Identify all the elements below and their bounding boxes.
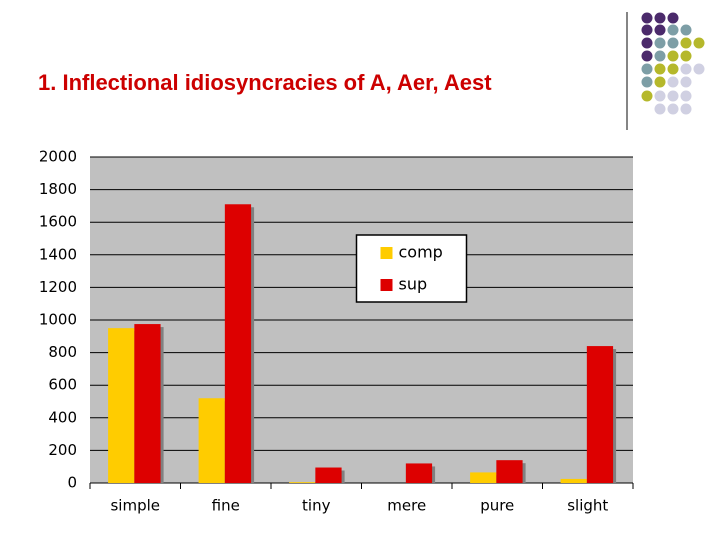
- y-tick-label: 1600: [39, 213, 77, 231]
- bar: [315, 467, 342, 483]
- bar: [405, 463, 433, 483]
- y-tick-label: 400: [48, 408, 77, 426]
- bar: [560, 478, 587, 483]
- bar: [586, 346, 614, 483]
- bar: [108, 328, 135, 483]
- bar: [224, 204, 252, 483]
- x-tick-label: fine: [212, 497, 240, 515]
- slide-title: 1. Inflectional idiosyncracies of A, Aer…: [38, 70, 492, 95]
- y-tick-label: 800: [48, 343, 77, 361]
- bar: [198, 398, 225, 483]
- y-tick-label: 1200: [39, 278, 77, 296]
- legend-label: comp: [399, 243, 443, 262]
- bar: [470, 472, 497, 483]
- legend-swatch: [380, 247, 393, 259]
- x-tick-label: simple: [110, 497, 160, 515]
- y-tick-label: 1400: [39, 245, 77, 263]
- y-tick-label: 200: [48, 441, 77, 459]
- decorative-dots: [641, 12, 705, 115]
- bar: [134, 324, 161, 483]
- legend-swatch: [380, 279, 393, 291]
- y-tick-label: 0: [67, 474, 77, 492]
- bar: [289, 482, 316, 483]
- y-tick-label: 1000: [39, 311, 77, 329]
- y-tick-label: 600: [48, 376, 77, 394]
- y-tick-label: 1800: [39, 180, 77, 198]
- y-tick-label: 2000: [39, 148, 77, 166]
- legend-box: [355, 234, 468, 303]
- x-tick-label: slight: [567, 497, 608, 515]
- bar: [496, 460, 523, 483]
- x-tick-label: tiny: [302, 497, 331, 515]
- x-tick-label: pure: [480, 497, 514, 515]
- x-tick-label: mere: [387, 497, 426, 515]
- legend-label: sup: [399, 275, 428, 294]
